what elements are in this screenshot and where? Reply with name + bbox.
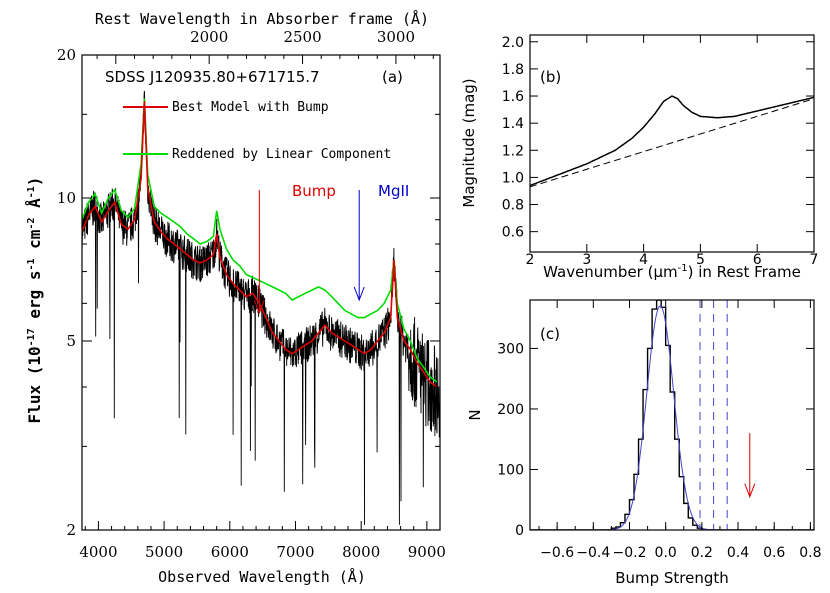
panel-a-xlabel: Observed Wavelength (Å)	[158, 567, 366, 586]
c-xtick-label: 0.6	[763, 545, 785, 561]
panel-b-label: (b)	[540, 68, 561, 86]
a-ytick-label: 5	[66, 332, 76, 350]
bump-annotation: Bump	[292, 182, 336, 200]
a-xtick-label: 9000	[408, 543, 446, 561]
panel-b-ylabel: Magnitude (mag)	[460, 78, 478, 207]
c-xtick-label: −0.4	[576, 545, 610, 561]
b-ytick-label: 0.6	[502, 225, 524, 241]
b-ytick-label: 0.8	[502, 198, 524, 214]
panel-b-frame	[529, 34, 815, 253]
bump-arrow	[253, 190, 265, 315]
panel-a-top-xlabel: Rest Wavelength in Absorber frame (Å)	[95, 9, 429, 28]
b-ytick-label: 1.6	[502, 89, 524, 105]
panel-c-xlabel: Bump Strength	[615, 569, 729, 587]
a-toptick-label: 3000	[377, 28, 415, 46]
panel-a-frame	[81, 54, 441, 531]
panel-a-title: SDSS J120935.80+671715.7	[105, 68, 320, 86]
b-ytick-label: 1.2	[502, 143, 524, 159]
legend-green-label: Reddened by Linear Component	[172, 147, 391, 162]
a-toptick-label: 2000	[190, 28, 228, 46]
panel-a-label: (a)	[382, 68, 403, 86]
c-xtick-label: 0.8	[799, 545, 821, 561]
histogram	[530, 300, 814, 530]
c-ytick-label: 200	[497, 402, 524, 418]
series-best-model-with-bump	[82, 100, 438, 388]
c-xtick-label: 0.2	[691, 545, 713, 561]
b-ytick-label: 1.8	[502, 62, 524, 78]
panel-b: 2 3 4 5 6 7 0.6 0.8 1.0 1.2 1.4 1.6 1.8 2.0 (b) Wave…	[460, 34, 819, 281]
panel-c-frame	[529, 299, 815, 531]
b-ytick-label: 1.4	[502, 116, 524, 132]
panel-a-plot	[82, 90, 440, 525]
b-xtick-label: 5	[696, 252, 705, 268]
extinction-curve	[530, 95, 814, 187]
a-toptick-label: 2500	[283, 28, 321, 46]
c-xtick-label: 0.0	[655, 545, 677, 561]
b-ytick-label: 1.0	[502, 170, 524, 186]
a-xtick-label: 5000	[145, 543, 183, 561]
c-xtick-label: −0.2	[612, 545, 646, 561]
b-xtick-label: 4	[639, 252, 648, 268]
c-ytick-label: 300	[497, 341, 524, 357]
c-xtick-label: −0.6	[540, 545, 574, 561]
c-xtick-label: 0.4	[727, 545, 749, 561]
b-ytick-label: 2.0	[502, 35, 524, 51]
b-xtick-label: 2	[526, 252, 535, 268]
mgii-annotation: MgII	[378, 182, 409, 200]
panel-a-ylabel: Flux (10-17 erg s-1 cm-2 Å-1)	[25, 177, 44, 424]
b-xtick-label: 3	[582, 252, 591, 268]
linear-component	[530, 98, 814, 188]
a-ytick-label: 20	[57, 46, 76, 64]
a-ytick-label: 10	[57, 189, 76, 207]
legend-red-label: Best Model with Bump	[172, 100, 329, 115]
gaussian-fit	[530, 305, 814, 530]
b-xtick-label: 6	[753, 252, 762, 268]
a-xtick-label: 4000	[79, 543, 117, 561]
panel-c-ylabel: N	[466, 409, 484, 420]
panel-c: −0.6 −0.4 −0.2 0.0 0.2 0.4 0.6 0.8 0 100 200 300 (…	[466, 299, 822, 587]
c-ytick-label: 100	[497, 462, 524, 478]
panel-a: 4000 5000 6000 7000 8000 9000 2 5 10 20 2000 2500…	[25, 9, 446, 586]
panel-b-xlabel: Wavenumber (μm-1) in Rest Frame	[543, 263, 801, 281]
a-xtick-label: 7000	[276, 543, 314, 561]
a-xtick-label: 8000	[342, 543, 380, 561]
mgii-arrow	[353, 190, 365, 302]
a-ytick-label: 2	[66, 521, 76, 539]
c-ytick-label: 0	[515, 523, 524, 539]
b-xtick-label: 7	[810, 252, 819, 268]
measured-bump-arrow	[744, 433, 756, 499]
a-xtick-label: 6000	[211, 543, 249, 561]
panel-c-label: (c)	[540, 325, 560, 343]
